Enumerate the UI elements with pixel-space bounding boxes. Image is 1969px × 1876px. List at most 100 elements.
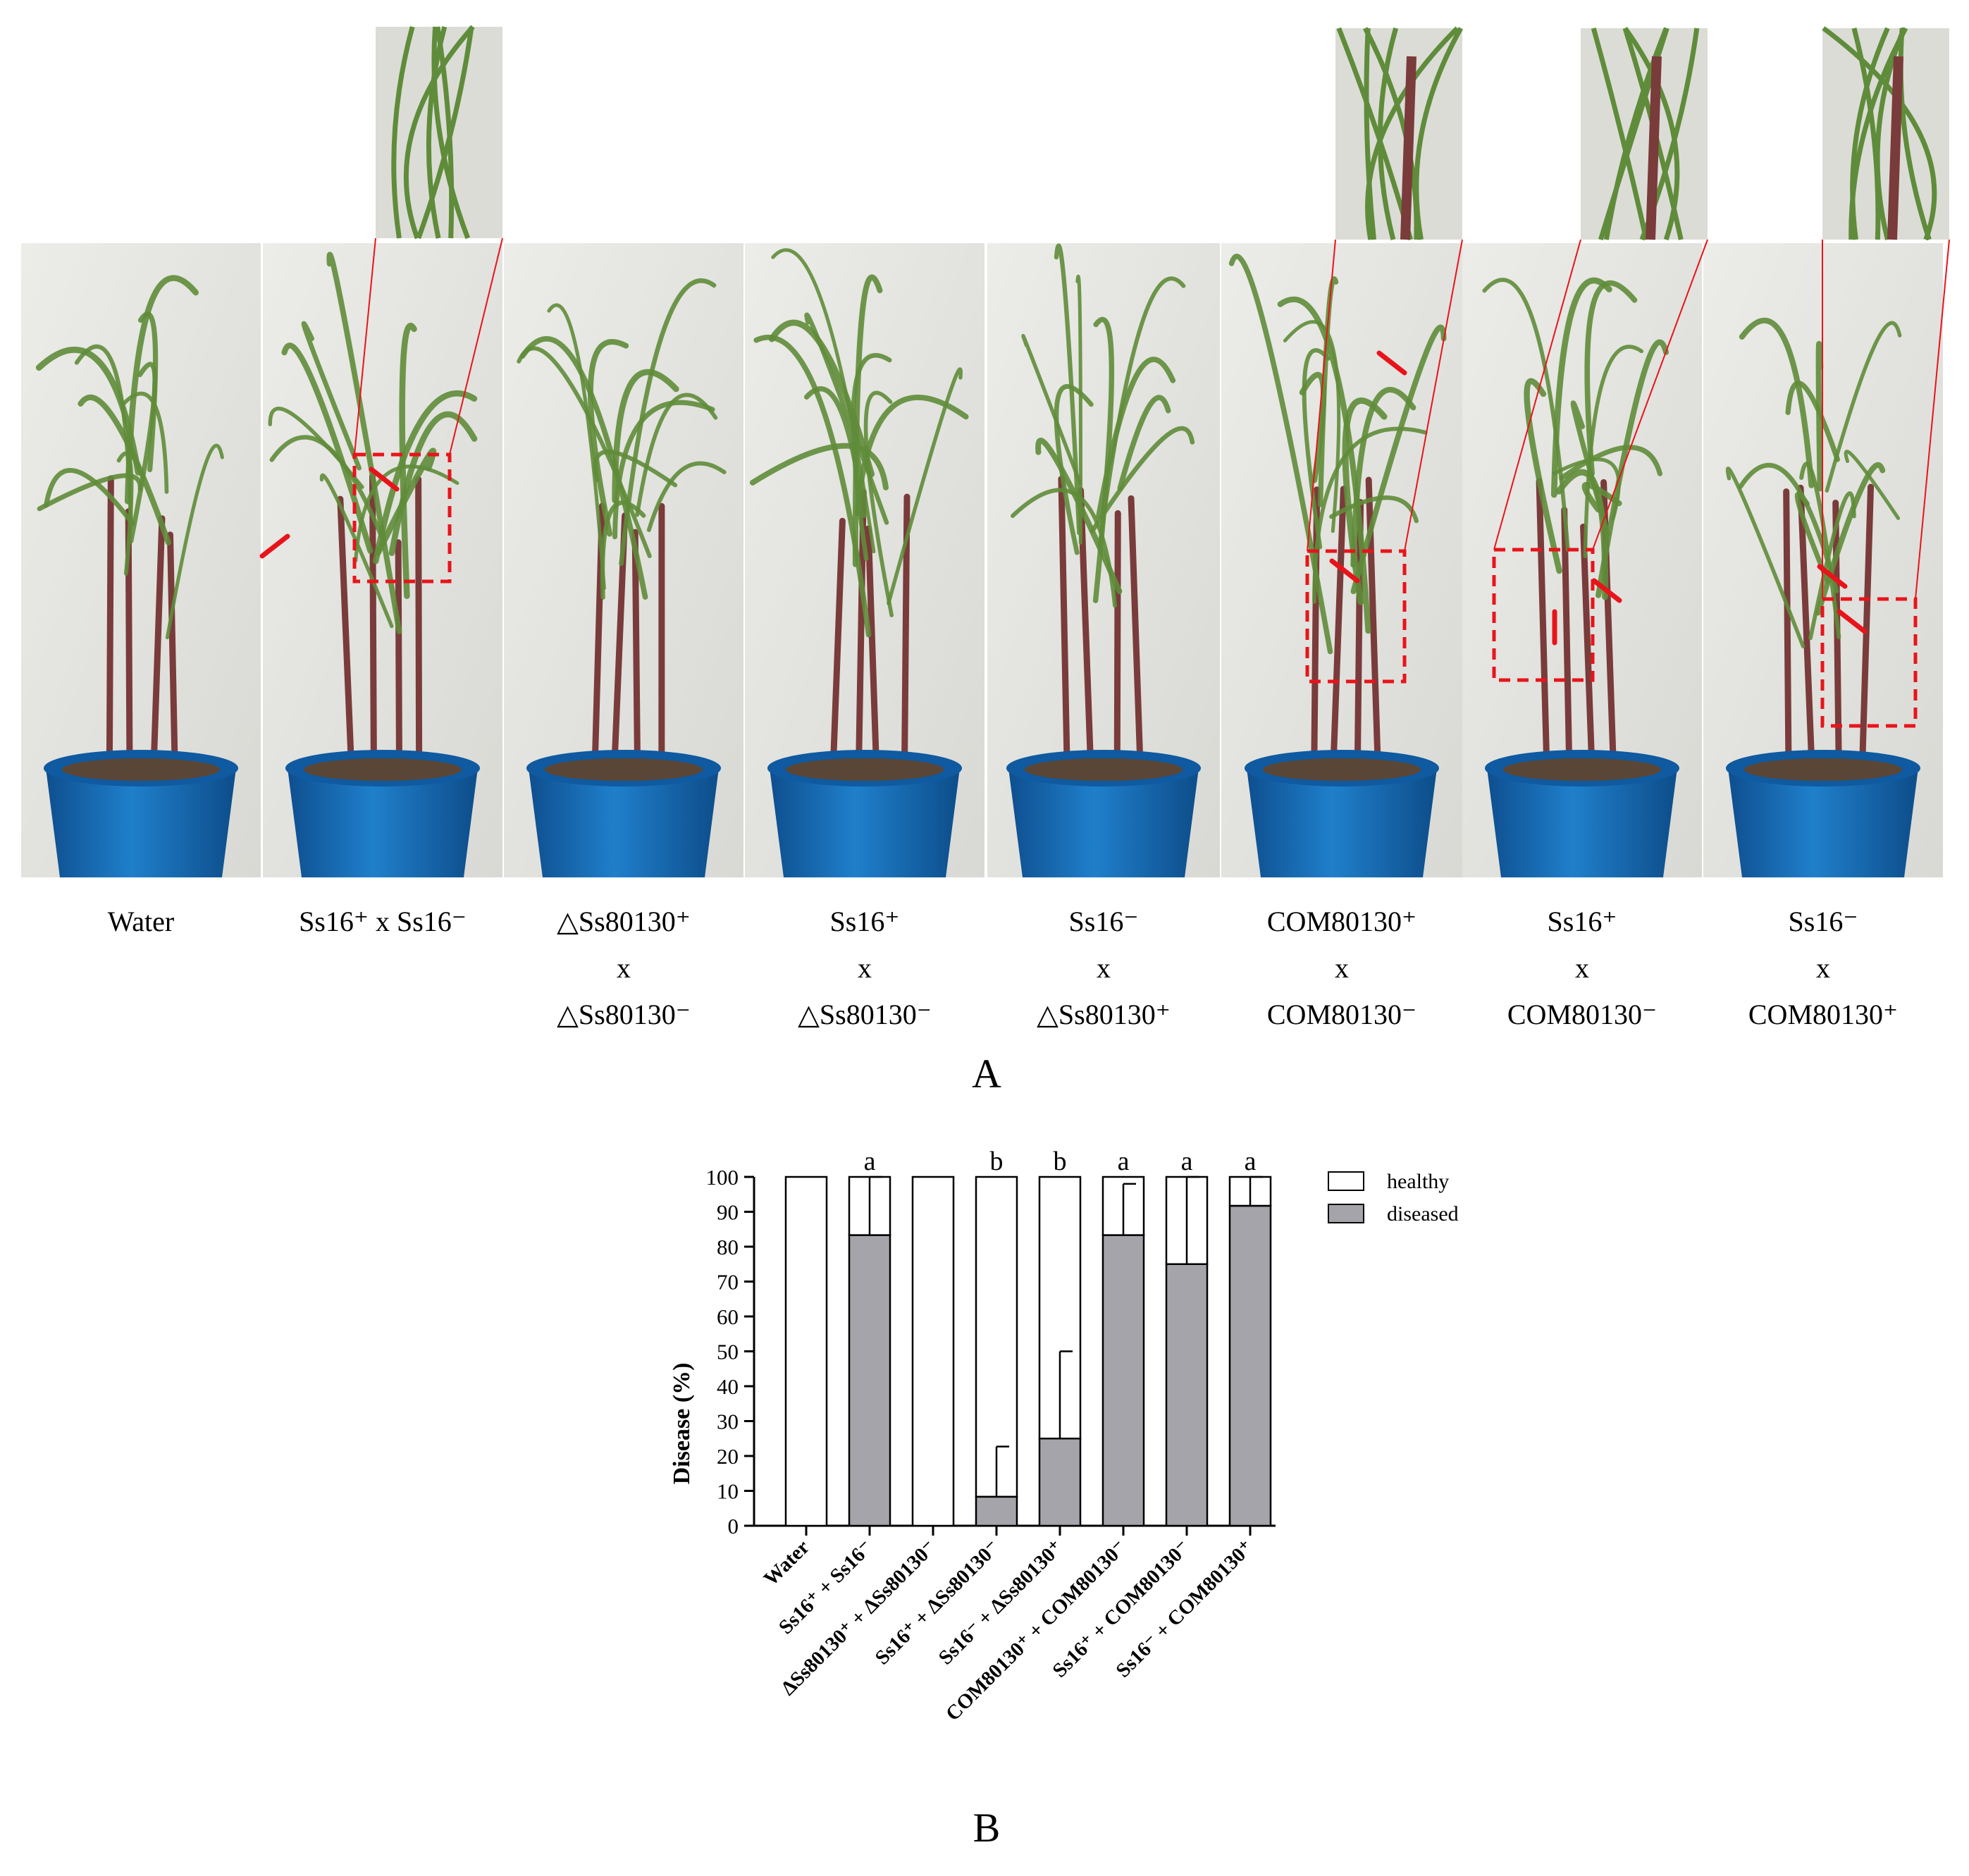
zoom-detail-1 xyxy=(259,25,503,584)
inset-leaf xyxy=(431,26,471,240)
cane-leaf xyxy=(354,464,459,562)
cane-leaf xyxy=(269,435,384,539)
significance-letter: b xyxy=(1054,1147,1067,1176)
legend-swatch-diseased xyxy=(1328,1204,1364,1223)
cane-leaf xyxy=(1342,397,1388,605)
significance-letter: a xyxy=(1245,1147,1257,1176)
legend-swatch-healthy xyxy=(1328,1171,1364,1191)
legend-label-healthy: healthy xyxy=(1387,1170,1449,1193)
red-arrow xyxy=(1817,564,1848,589)
zoom-box xyxy=(352,452,452,584)
cane-leaf xyxy=(771,248,876,554)
connector-line xyxy=(449,237,503,455)
red-arrow xyxy=(1376,350,1407,376)
treatment-label: Ss16⁻ x COM80130⁺ xyxy=(1707,899,1939,1038)
cane-leaf xyxy=(1738,463,1839,593)
inset-photo xyxy=(1822,28,1949,240)
inset-leaf xyxy=(1364,27,1376,240)
zoom-box xyxy=(1305,549,1407,684)
pot-soil xyxy=(545,758,703,781)
inset-leaf xyxy=(1822,26,1937,241)
cane-leaf xyxy=(1054,243,1082,536)
cane-leaf xyxy=(1799,462,1841,639)
treatment-label-line: Water xyxy=(107,906,175,937)
cane-leaf xyxy=(749,443,889,490)
blue-pot xyxy=(770,768,960,877)
treatment-label-line: COM80130⁻ xyxy=(1507,999,1658,1030)
bar-healthy xyxy=(784,1175,828,1527)
significance-letter: a xyxy=(1118,1147,1130,1176)
inset-leaf xyxy=(1414,27,1463,240)
cane-leaf xyxy=(1117,395,1171,491)
red-arrow xyxy=(369,467,400,492)
cane-leaf xyxy=(887,367,963,605)
cane-leaf xyxy=(1725,467,1806,649)
bar-diseased xyxy=(975,1495,1018,1527)
y-axis-label: Disease (%) xyxy=(669,1363,695,1485)
treatment-label-line: x xyxy=(617,952,631,984)
treatment-label-line: COM80130⁻ xyxy=(1266,999,1417,1030)
inset-leaf xyxy=(1591,27,1649,240)
bar-diseased xyxy=(1038,1438,1082,1527)
treatment-label: △Ss80130⁺ x △Ss80130⁻ xyxy=(507,899,740,1038)
cane-leaf xyxy=(1825,321,1902,493)
treatment-label-line: △Ss80130⁺ xyxy=(1037,999,1171,1030)
cane-leaf xyxy=(1524,378,1562,574)
plant-photo-2 xyxy=(263,243,502,877)
cane-leaf xyxy=(1559,445,1663,481)
treatment-label-line: x xyxy=(1335,952,1349,984)
inset-leaf xyxy=(1875,27,1907,240)
cane-leaf xyxy=(1035,438,1123,595)
cane-leaf xyxy=(78,394,171,545)
inset-stem xyxy=(1887,56,1903,240)
treatment-label-line: x xyxy=(1097,952,1111,984)
treatment-label: Ss16⁺ x Ss16⁻ xyxy=(266,899,499,945)
cane-leaf xyxy=(128,362,158,544)
cane-leaf xyxy=(1815,341,1824,492)
bar-diseased xyxy=(1101,1234,1145,1527)
inset-leaf xyxy=(1365,26,1459,240)
treatment-label-line: △Ss80130⁺ xyxy=(557,906,691,937)
cane-leaf xyxy=(588,339,629,537)
pot-soil xyxy=(62,758,220,781)
inset-leaf xyxy=(391,26,415,239)
cane-leaf xyxy=(1482,278,1570,553)
cane-leaf xyxy=(1350,387,1416,568)
inset-leaf xyxy=(1377,27,1398,240)
cane-leaf xyxy=(374,448,437,556)
pot-soil xyxy=(304,758,462,781)
panel-b-letter: B xyxy=(973,1805,1001,1851)
blue-pot xyxy=(1247,768,1437,877)
cane-leaf xyxy=(1808,491,1856,641)
pot-soil xyxy=(1025,758,1183,781)
cane-leaf xyxy=(1785,381,1840,462)
red-arrow xyxy=(1837,609,1868,634)
cane-leaf xyxy=(1302,348,1331,550)
zoom-box xyxy=(1820,597,1918,728)
plant-photo-4 xyxy=(745,243,984,877)
cane-leaf xyxy=(1584,280,1638,476)
cane-leaf xyxy=(1283,320,1341,533)
bar-healthy xyxy=(911,1175,955,1527)
cane-leaf xyxy=(1555,469,1609,600)
plant-photo-7 xyxy=(1462,243,1702,877)
inset-leaf xyxy=(426,26,448,239)
y-tick-label: 50 xyxy=(717,1340,739,1364)
cane-leaf xyxy=(517,346,652,559)
cane-leaf xyxy=(612,369,679,504)
cane-leaf xyxy=(301,321,362,471)
treatment-label-line: Ss16⁺ x Ss16⁻ xyxy=(299,906,467,937)
bar-healthy xyxy=(975,1175,1018,1498)
red-arrow xyxy=(259,533,290,559)
plant-photo-panel xyxy=(21,25,1950,877)
bar-diseased xyxy=(848,1234,891,1527)
treatment-label-line: x xyxy=(1575,952,1589,984)
treatment-label-line: Ss16⁺ xyxy=(1547,906,1617,937)
cane-leaf xyxy=(863,390,894,617)
cane-leaf xyxy=(74,344,133,528)
bar-diseased xyxy=(1228,1204,1272,1527)
treatment-label-line: Ss16⁺ xyxy=(829,906,900,937)
inset-leaf xyxy=(1851,27,1881,240)
cane-leaf xyxy=(600,500,646,600)
blue-pot xyxy=(46,768,236,877)
